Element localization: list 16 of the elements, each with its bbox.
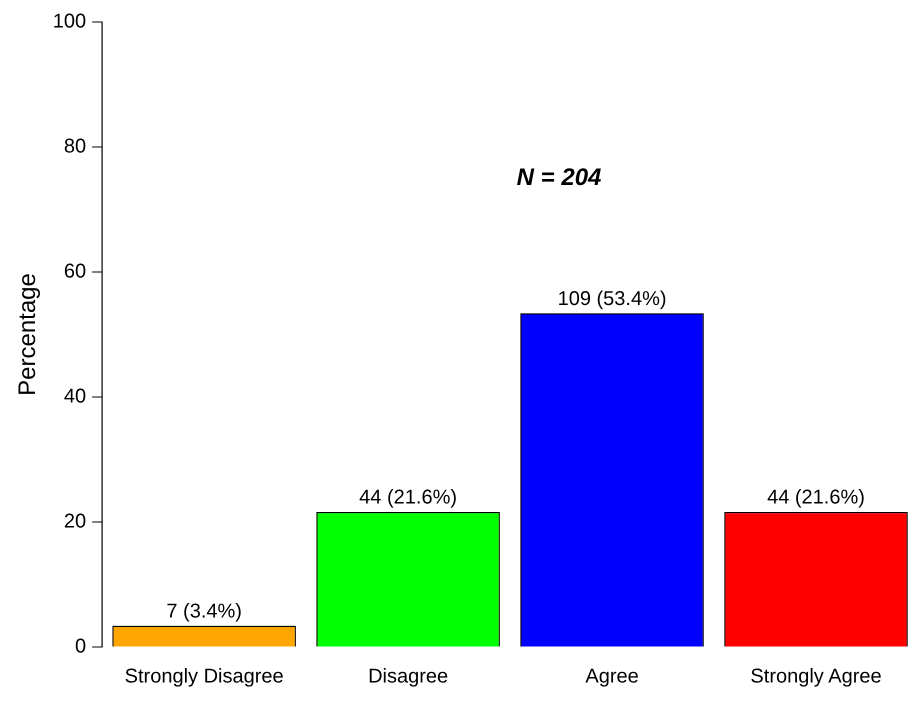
- x-tick-label: Agree: [585, 666, 639, 688]
- y-tick-label: 40: [64, 386, 86, 408]
- x-tick-label: Disagree: [368, 666, 448, 688]
- y-axis-title: Percentage: [14, 273, 42, 396]
- y-tick-label: 60: [64, 260, 86, 283]
- x-tick-label: Strongly Agree: [750, 666, 882, 688]
- annotation: N = 204: [516, 164, 602, 191]
- data-label: 44 (21.6%): [767, 486, 865, 509]
- y-tick-label: 0: [75, 636, 86, 658]
- y-tick-label: 100: [52, 10, 86, 33]
- data-label: 7 (3.4%): [166, 600, 242, 622]
- data-label: 109 (53.4%): [558, 288, 667, 310]
- data-label: 44 (21.6%): [359, 486, 458, 509]
- y-tick-label: 20: [64, 510, 86, 533]
- y-tick-label: 80: [64, 136, 86, 158]
- x-tick-label: Strongly Disagree: [124, 666, 284, 688]
